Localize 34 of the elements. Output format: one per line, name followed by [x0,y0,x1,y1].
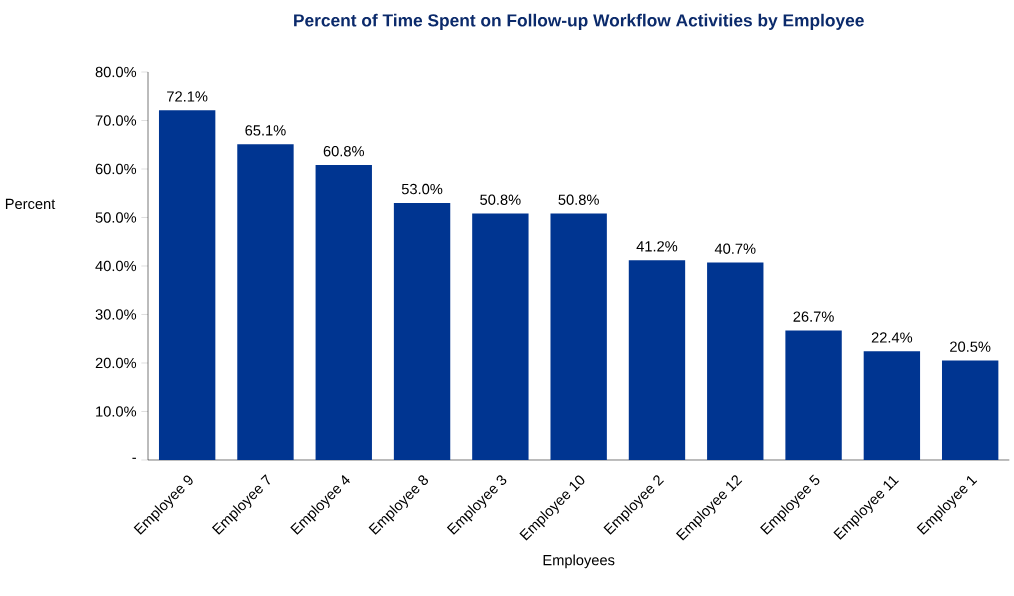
bar [785,330,842,460]
data-label: 41.2% [636,241,678,252]
y-tick-label: 40.0% [95,260,137,272]
x-axis-title: Employees [543,554,615,569]
y-tick-label: 10.0% [96,406,137,417]
bar [472,213,529,460]
bar [315,165,372,460]
bar [393,202,451,460]
bar [628,260,686,460]
data-label: 50.8% [558,194,599,205]
y-tick-label: 80.0% [95,66,137,78]
y-tick-label: 50.0% [95,212,137,223]
y-tick-label: 20.0% [95,357,137,369]
bar [941,360,999,460]
data-label: 53.0% [401,183,443,195]
bar [237,144,294,460]
bar [550,213,607,460]
data-label: 40.7% [714,243,756,254]
data-label: 72.1% [167,91,208,102]
data-label: 65.1% [245,125,286,136]
y-tick-label: 60.0% [95,163,137,175]
y-tick-label: 70.0% [95,115,137,126]
data-label: 26.7% [793,311,834,322]
data-label: 50.8% [480,194,521,205]
chart-title: Percent of Time Spent on Follow-up Workflow Activities by Employee [294,13,864,30]
bar [863,351,921,460]
data-label: 20.5% [950,341,991,352]
data-label: 60.8% [323,146,365,157]
y-axis-title: Percent [5,198,56,210]
bar [707,262,764,460]
data-label: 22.4% [871,332,913,343]
y-tick-label: 30.0% [95,309,137,320]
bar [158,110,216,460]
y-tick-label: - [132,457,136,459]
